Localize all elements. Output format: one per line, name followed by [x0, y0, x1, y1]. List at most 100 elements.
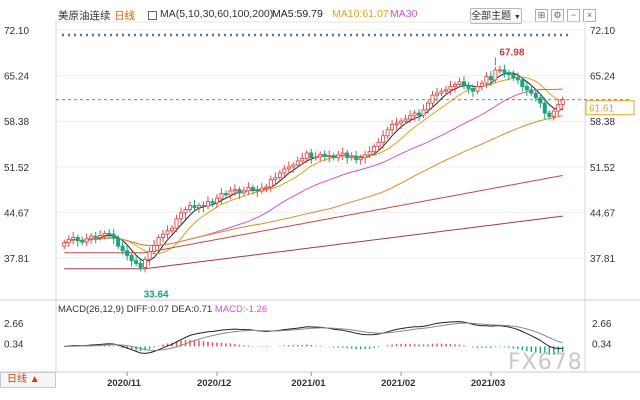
low-label: 33.64 — [144, 290, 169, 301]
candle-body — [376, 141, 381, 147]
price-tick-right: 72.10 — [590, 26, 615, 37]
price-tick-right: 44.67 — [590, 208, 615, 219]
ma200-line — [64, 215, 563, 270]
period-tag[interactable]: 日线 — [114, 10, 135, 22]
candle-body — [497, 69, 502, 72]
candle-body — [336, 154, 341, 159]
macd-hist: MACD:-1.26 — [214, 304, 268, 315]
candle-body — [484, 76, 489, 84]
candle-body — [66, 238, 71, 244]
candle-body — [241, 190, 246, 194]
candle-body — [313, 156, 318, 159]
price-tick-right: 37.81 — [590, 254, 615, 265]
candle-body — [187, 205, 193, 210]
candle-body — [426, 102, 431, 111]
candle-body — [448, 86, 453, 91]
ma60-line — [64, 115, 563, 246]
candle-body — [493, 69, 498, 81]
candle-body — [147, 250, 152, 260]
candle-body — [116, 237, 121, 247]
candle-body — [322, 153, 327, 157]
candle-body — [430, 94, 435, 104]
price-tick-left: 72.10 — [4, 26, 29, 37]
theme-dropdown[interactable]: 全部主题 ▼ — [470, 8, 522, 24]
settings-icon[interactable]: ⚙ — [551, 9, 564, 22]
candle-body — [408, 115, 413, 120]
watermark: FX678 — [508, 350, 583, 375]
ma100-line — [64, 175, 563, 254]
candle-body — [551, 110, 556, 117]
candle-body — [196, 205, 201, 208]
ma-toggle-icon[interactable] — [148, 11, 157, 20]
ma30-value: MA30 — [390, 8, 418, 20]
macd-tick-left: 0.34 — [4, 339, 24, 350]
date-label: 2021/03 — [471, 378, 505, 389]
candle-body — [304, 152, 309, 159]
candle-body — [214, 197, 219, 204]
candle-body — [421, 109, 426, 116]
price-tick-right: 58.38 — [590, 117, 615, 128]
macd-panel: 2.66 2.66 0.34 0.34 — [4, 319, 612, 356]
candle-body — [318, 153, 323, 158]
candle-body — [560, 99, 565, 105]
price-tick-left: 65.24 — [4, 72, 29, 83]
candle-body — [156, 237, 161, 246]
macd-dea: DEA:0.71 — [171, 304, 213, 315]
candle-body — [250, 187, 255, 191]
last-price-label: 61.61 — [589, 104, 614, 115]
candle-body — [475, 86, 480, 92]
candle-body — [538, 97, 543, 104]
price-axis: 72.10 72.10 65.24 65.24 58.38 58.38 51.52 51.52… — [4, 26, 615, 265]
candle-body — [183, 209, 188, 214]
ma5-line — [64, 72, 563, 262]
price-tick-left: 58.38 — [4, 117, 29, 128]
candle-body — [506, 72, 511, 75]
candle-body — [161, 233, 166, 238]
candle-body — [556, 104, 561, 112]
candle-body — [300, 157, 305, 162]
candle-body — [470, 88, 475, 92]
candle-body — [93, 235, 98, 238]
candle-body — [138, 262, 143, 268]
date-label: 2021/01 — [291, 378, 326, 389]
macd-params: MACD(26,12,9) — [58, 304, 124, 315]
candle-body — [515, 77, 520, 81]
candle-body — [259, 187, 264, 192]
price-tick-left: 51.52 — [4, 163, 29, 174]
candle-body — [345, 152, 350, 159]
candle-body — [502, 69, 507, 74]
candle-body — [291, 164, 296, 168]
candle-body — [524, 86, 529, 91]
ma5-value: MA5:59.79 — [272, 8, 323, 20]
candle-body — [295, 160, 300, 166]
candle-body — [358, 157, 363, 161]
candle-body — [385, 129, 390, 137]
candle-body — [466, 84, 471, 89]
theme-dropdown-caret-icon: ▼ — [513, 14, 521, 21]
candlesticks — [62, 64, 565, 273]
price-tick-right: 65.24 — [590, 72, 615, 83]
candle-body — [143, 258, 148, 268]
high-label: 67.98 — [499, 47, 524, 58]
candle-body — [309, 152, 314, 159]
candle-body — [439, 90, 444, 94]
candle-body — [533, 92, 538, 99]
macd-tick-left: 2.66 — [4, 319, 24, 330]
candle-body — [412, 112, 417, 117]
theme-dropdown-label: 全部主题 — [471, 11, 512, 22]
close-icon[interactable]: × — [583, 9, 596, 22]
period-selector[interactable]: 日线 ▲ — [0, 372, 56, 388]
macd-diff-line — [64, 321, 563, 354]
candle-body — [102, 233, 107, 236]
price-tick-left: 37.81 — [4, 254, 29, 265]
date-label: 2020/11 — [107, 378, 142, 389]
candle-body — [120, 245, 125, 252]
date-label: 2021/02 — [381, 378, 415, 389]
macd-dea-line — [64, 322, 563, 351]
instrument-name: 美原油连续 — [58, 10, 111, 22]
price-annotations: 67.98 33.64 61.61 — [56, 47, 635, 301]
candle-body — [170, 227, 175, 232]
candle-body — [372, 145, 377, 153]
candle-body — [125, 250, 130, 256]
